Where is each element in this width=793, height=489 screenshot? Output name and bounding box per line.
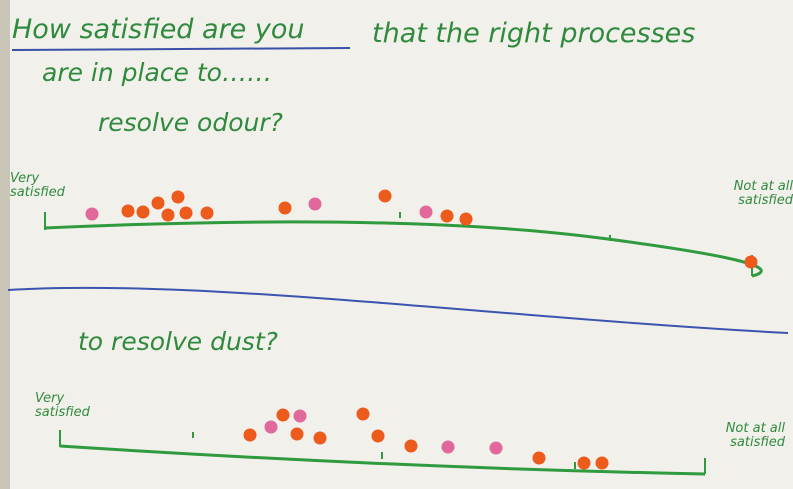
right-label: Not at all satisfied	[690, 422, 785, 450]
vote-dot	[244, 429, 257, 442]
vote-dot	[172, 191, 185, 204]
vote-dot	[180, 207, 193, 220]
vote-dot	[490, 442, 503, 455]
vote-dot	[379, 190, 392, 203]
vote-dot	[405, 440, 418, 453]
vote-dot	[265, 421, 278, 434]
paper-edge	[0, 0, 10, 489]
vote-dot	[294, 410, 307, 423]
vote-dot	[162, 209, 175, 222]
vote-dot	[201, 207, 214, 220]
vote-dot	[442, 441, 455, 454]
flipchart-photo: How satisfied are you that the right pro…	[0, 0, 793, 489]
vote-dot	[152, 197, 165, 210]
vote-dot	[122, 205, 135, 218]
title-underlined: How satisfied are you	[12, 14, 304, 45]
vote-dot	[745, 256, 758, 269]
vote-dot	[372, 430, 385, 443]
vote-dot	[357, 408, 370, 421]
title-line: are in place to……	[42, 58, 272, 87]
vote-dot	[533, 452, 546, 465]
vote-dot	[460, 213, 473, 226]
vote-dot	[596, 457, 609, 470]
vote-dot	[578, 457, 591, 470]
vote-dot	[441, 210, 454, 223]
vote-dot	[137, 206, 150, 219]
vote-dot	[309, 198, 322, 211]
vote-dot	[291, 428, 304, 441]
vote-dot	[314, 432, 327, 445]
title-rest: that the right processes	[372, 18, 695, 49]
right-label: Not at all satisfied	[728, 180, 793, 208]
left-label: Very satisfied	[35, 392, 110, 420]
vote-dot	[279, 202, 292, 215]
left-label: Very satisfied	[10, 172, 70, 200]
vote-dot	[277, 409, 290, 422]
vote-dot	[420, 206, 433, 219]
vote-dot	[86, 208, 99, 221]
question: resolve odour?	[98, 108, 283, 137]
question: to resolve dust?	[78, 327, 278, 356]
